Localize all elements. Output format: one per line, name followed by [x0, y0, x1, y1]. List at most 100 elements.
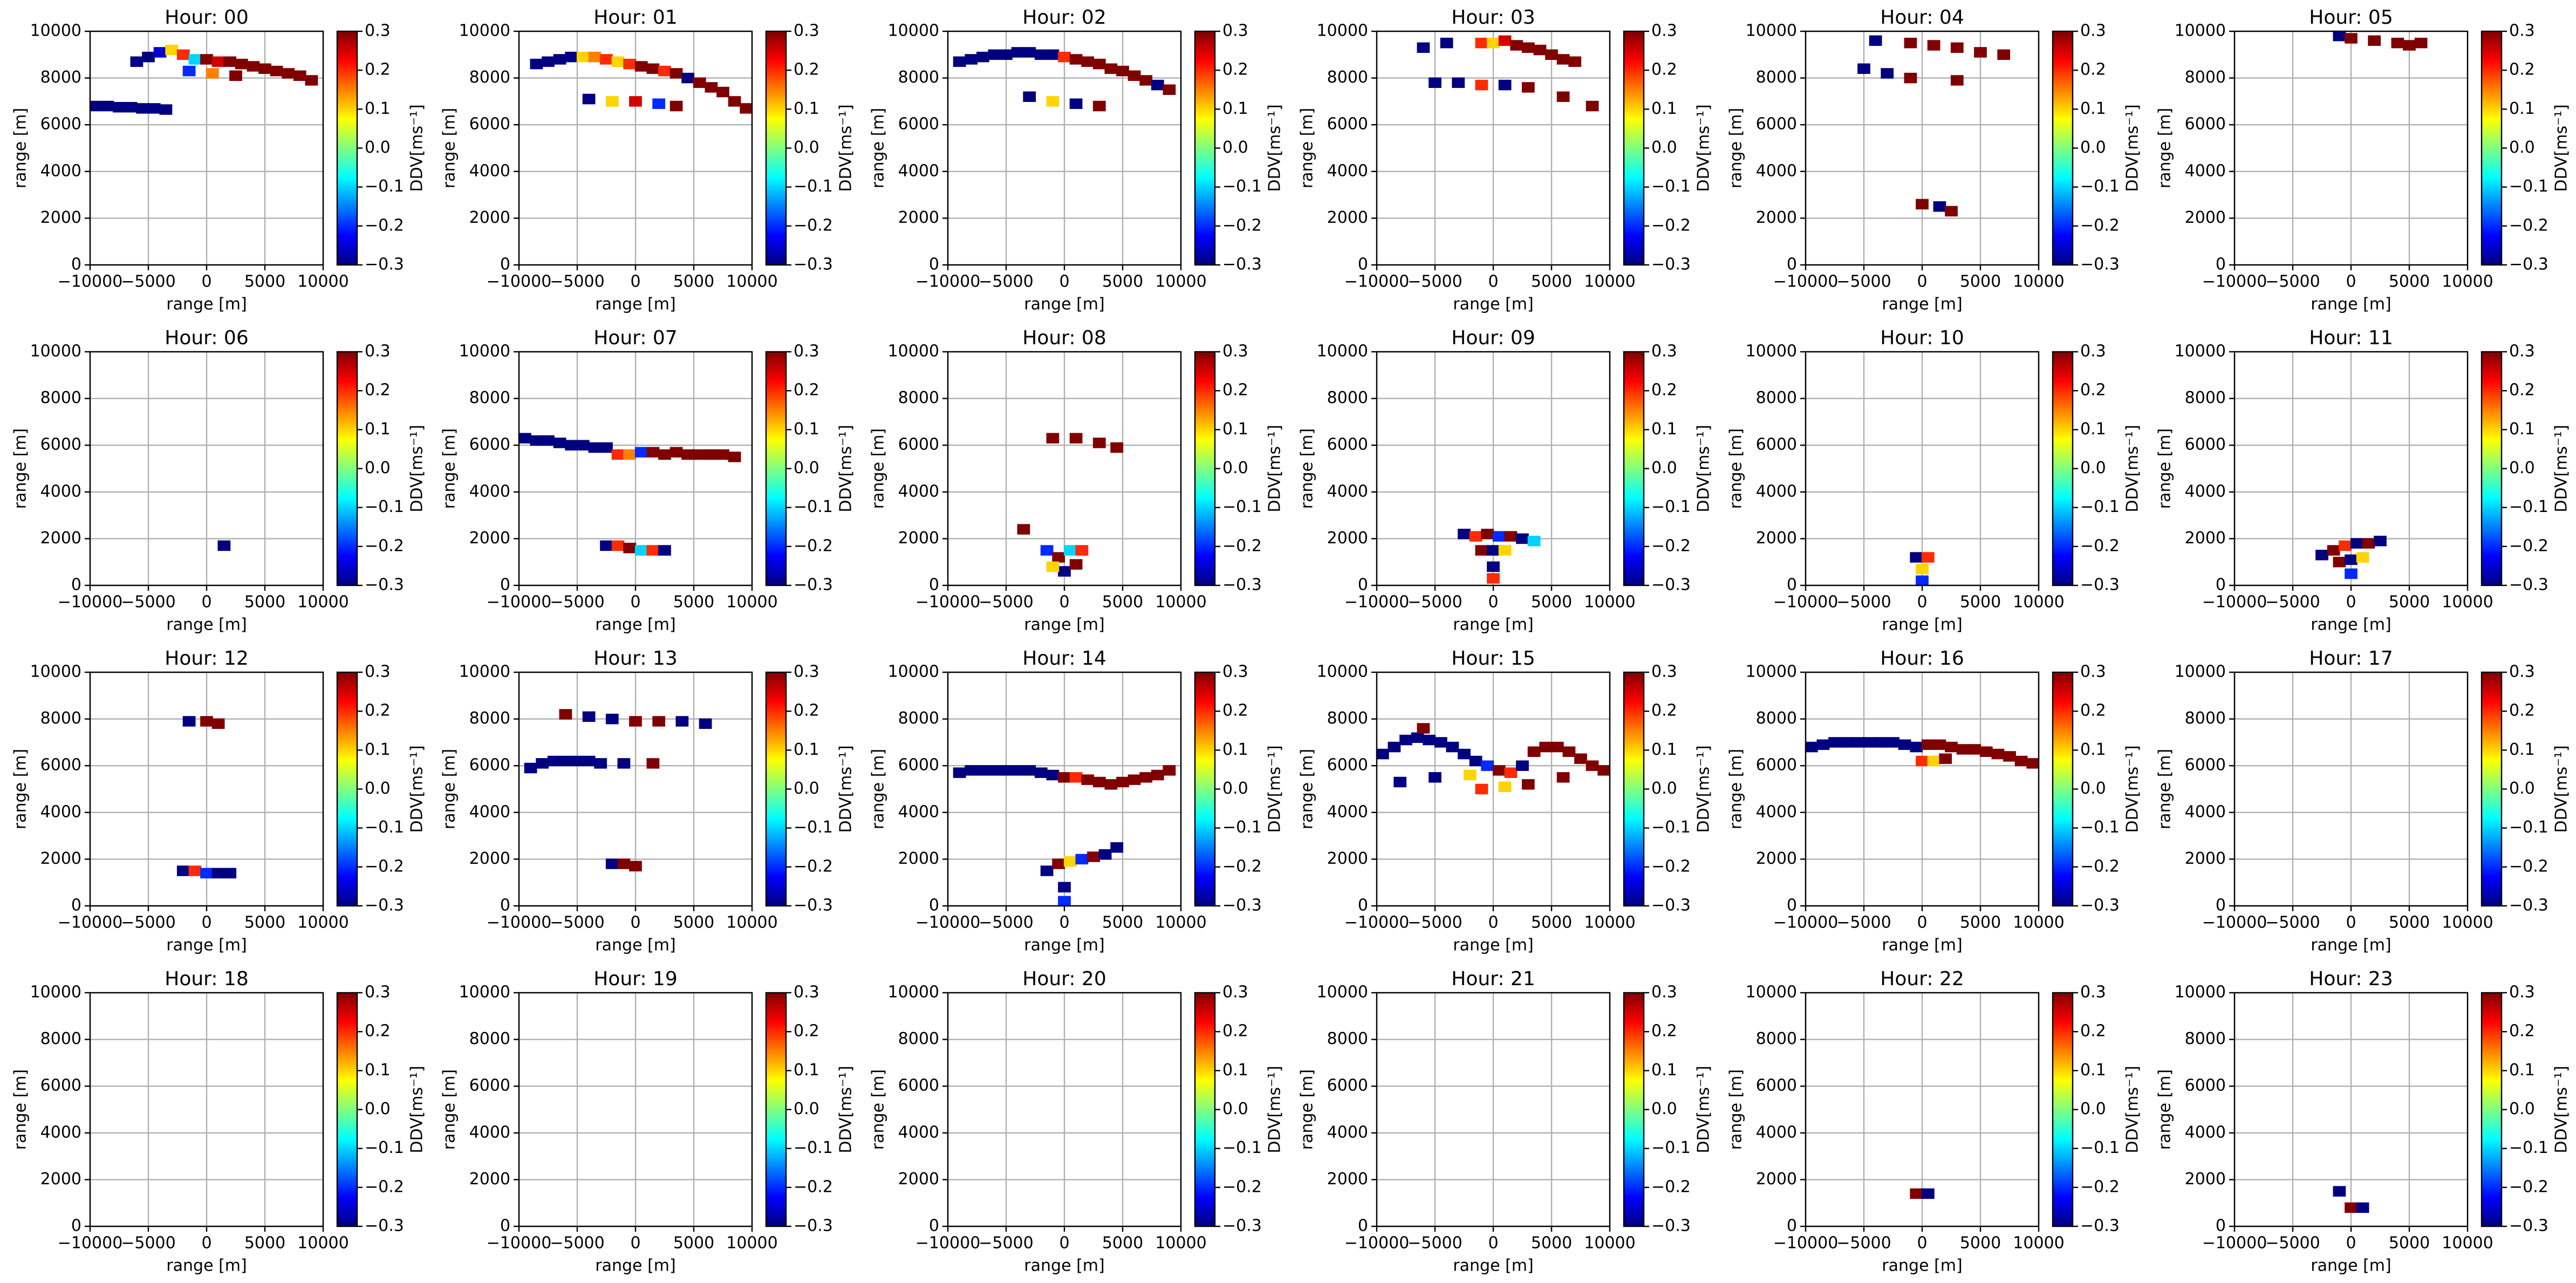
y-tick-label: 2000 — [898, 208, 939, 227]
x-axis-label: range [m] — [166, 295, 247, 314]
data-cell — [1916, 199, 1929, 210]
data-cell — [542, 56, 555, 67]
data-cell — [1058, 51, 1071, 63]
colorbar-tick-label: 0.2 — [365, 1022, 391, 1041]
data-cell — [1052, 552, 1065, 563]
data-cell — [1487, 561, 1500, 572]
data-cell — [1023, 765, 1036, 776]
colorbar — [336, 30, 358, 266]
y-tick-label: 2000 — [1756, 1170, 1797, 1189]
x-tick-label: −5000 — [2265, 593, 2320, 612]
x-tick-label: 5000 — [244, 1234, 285, 1253]
y-axis-label: range [m] — [1298, 428, 1317, 509]
data-cell — [611, 540, 625, 551]
colorbar-tick-label: 0.0 — [1651, 138, 1677, 157]
data-cell — [1017, 524, 1030, 535]
axes-frame — [2233, 671, 2469, 907]
data-cell — [1840, 737, 1853, 748]
y-tick-label: 2000 — [469, 208, 510, 227]
y-axis-label: range [m] — [869, 749, 888, 829]
colorbar-tick-label: 0.1 — [365, 740, 391, 759]
axes-frame — [518, 30, 753, 266]
axes-frame — [1376, 351, 1611, 586]
data-cell — [1046, 49, 1060, 60]
x-tick-label: 5000 — [1102, 593, 1143, 612]
colorbar — [1194, 671, 1216, 907]
data-cell — [553, 438, 566, 448]
data-cell — [200, 868, 213, 879]
data-cell — [1069, 559, 1083, 570]
data-cell — [1991, 748, 2005, 760]
data-cell — [1087, 851, 1100, 862]
colorbar-tick-label: −0.3 — [2509, 896, 2548, 915]
y-tick-label: 8000 — [1327, 709, 1368, 728]
chart-title: Hour: 00 — [165, 6, 248, 29]
colorbar — [2052, 351, 2074, 586]
data-cell — [1910, 1188, 1923, 1199]
colorbar-tick-label: 0.0 — [2509, 779, 2535, 798]
data-cell — [1052, 858, 1065, 869]
x-tick-label: 10000 — [1584, 913, 1635, 932]
colorbar-tick-label: 0.1 — [1222, 740, 1248, 759]
data-cell — [1968, 744, 1981, 755]
x-axis-label: range [m] — [595, 616, 675, 634]
data-cell — [2362, 538, 2375, 549]
colorbar-tick-label: 0.0 — [365, 138, 391, 157]
data-cell — [681, 72, 695, 84]
data-cell — [1058, 896, 1071, 907]
chart-title: Hour: 16 — [1880, 647, 1964, 670]
colorbar-tick-label: 0.3 — [365, 342, 391, 361]
colorbar-tick-label: 0.2 — [1222, 1022, 1248, 1041]
y-tick-label: 0 — [1787, 255, 1797, 274]
colorbar-tick-label: −0.1 — [2080, 1138, 2120, 1157]
y-tick-label: 10000 — [1746, 342, 1797, 361]
data-cell — [124, 101, 138, 113]
x-tick-label: 0 — [2346, 1234, 2356, 1253]
y-tick-label: 10000 — [1746, 22, 1797, 40]
colorbar-tick-label: −0.1 — [1651, 177, 1691, 196]
y-tick-label: 4000 — [898, 1123, 939, 1142]
colorbar — [336, 351, 358, 586]
axes-frame — [2233, 30, 2469, 266]
chart-title: Hour: 01 — [593, 6, 677, 29]
x-tick-label: 5000 — [2389, 593, 2430, 612]
data-cell — [1128, 774, 1141, 785]
data-cell — [518, 433, 531, 443]
y-tick-label: 6000 — [1327, 756, 1368, 775]
x-tick-label: 10000 — [726, 593, 777, 612]
y-tick-label: 4000 — [1756, 161, 1797, 180]
axes-frame — [2233, 992, 2469, 1227]
y-tick-label: 10000 — [2175, 342, 2226, 361]
colorbar-tick-label: −0.1 — [794, 497, 833, 516]
colorbar-tick-label: −0.2 — [2509, 536, 2548, 555]
colorbar-tick-label: −0.3 — [2509, 255, 2548, 274]
x-tick-label: −10000 — [58, 272, 123, 291]
y-tick-label: 8000 — [2185, 388, 2226, 407]
data-cell — [1046, 769, 1060, 781]
y-tick-label: 4000 — [40, 1123, 81, 1142]
x-tick-label: 5000 — [2389, 913, 2430, 932]
data-cell — [1081, 56, 1095, 67]
x-tick-label: 10000 — [726, 913, 777, 932]
y-tick-label: 0 — [71, 255, 81, 274]
data-cell — [1875, 737, 1888, 748]
colorbar-tick-label: 0.3 — [2509, 663, 2535, 681]
data-cell — [524, 762, 537, 774]
y-tick-label: 0 — [1358, 896, 1368, 915]
colorbar-label: DDV[ms⁻¹] — [2552, 425, 2571, 512]
colorbar-tick-label: −0.3 — [1222, 1217, 1262, 1236]
data-cell — [1916, 575, 1929, 586]
x-tick-label: 0 — [2346, 913, 2356, 932]
x-tick-label: 10000 — [2442, 272, 2493, 291]
colorbar-tick-label: −0.1 — [1651, 1138, 1691, 1157]
data-cell — [1504, 767, 1518, 778]
x-tick-label: 0 — [630, 272, 640, 291]
y-tick-label: 10000 — [459, 663, 510, 681]
data-cell — [629, 716, 642, 727]
y-tick-label: 4000 — [898, 802, 939, 821]
y-tick-label: 10000 — [2175, 22, 2226, 40]
data-cell — [1075, 854, 1089, 865]
chart-title: Hour: 11 — [2309, 327, 2393, 349]
y-tick-label: 2000 — [898, 849, 939, 868]
